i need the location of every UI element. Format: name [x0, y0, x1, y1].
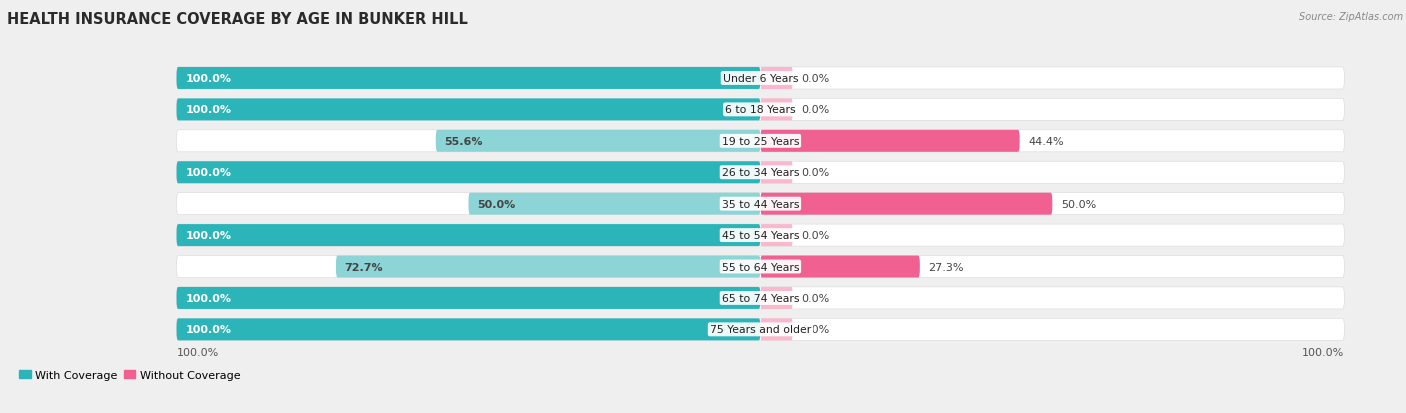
Text: 100.0%: 100.0% — [186, 168, 232, 178]
Text: 50.0%: 50.0% — [1062, 199, 1097, 209]
FancyBboxPatch shape — [761, 256, 920, 278]
FancyBboxPatch shape — [761, 193, 1052, 215]
Text: 0.0%: 0.0% — [801, 168, 830, 178]
FancyBboxPatch shape — [336, 256, 761, 278]
Text: 0.0%: 0.0% — [801, 230, 830, 240]
FancyBboxPatch shape — [761, 318, 793, 341]
Text: 19 to 25 Years: 19 to 25 Years — [721, 136, 799, 147]
Text: 0.0%: 0.0% — [801, 325, 830, 335]
FancyBboxPatch shape — [761, 131, 1019, 152]
Legend: With Coverage, Without Coverage: With Coverage, Without Coverage — [15, 365, 245, 384]
Text: 100.0%: 100.0% — [186, 105, 232, 115]
FancyBboxPatch shape — [177, 162, 761, 184]
FancyBboxPatch shape — [177, 68, 1344, 90]
Text: 45 to 54 Years: 45 to 54 Years — [721, 230, 799, 240]
FancyBboxPatch shape — [177, 99, 1344, 121]
FancyBboxPatch shape — [177, 162, 1344, 184]
Text: 0.0%: 0.0% — [801, 105, 830, 115]
FancyBboxPatch shape — [177, 225, 1344, 247]
Text: 100.0%: 100.0% — [186, 230, 232, 240]
FancyBboxPatch shape — [177, 318, 1344, 341]
FancyBboxPatch shape — [761, 99, 793, 121]
FancyBboxPatch shape — [177, 68, 761, 90]
Text: 75 Years and older: 75 Years and older — [710, 325, 811, 335]
Text: 0.0%: 0.0% — [801, 74, 830, 84]
Text: HEALTH INSURANCE COVERAGE BY AGE IN BUNKER HILL: HEALTH INSURANCE COVERAGE BY AGE IN BUNK… — [7, 12, 468, 27]
FancyBboxPatch shape — [468, 193, 761, 215]
Text: 100.0%: 100.0% — [186, 74, 232, 84]
Text: 100.0%: 100.0% — [177, 347, 219, 357]
Text: Under 6 Years: Under 6 Years — [723, 74, 799, 84]
Text: 100.0%: 100.0% — [186, 293, 232, 303]
FancyBboxPatch shape — [761, 68, 793, 90]
Text: 50.0%: 50.0% — [477, 199, 516, 209]
FancyBboxPatch shape — [177, 225, 761, 247]
Text: 55 to 64 Years: 55 to 64 Years — [721, 262, 799, 272]
FancyBboxPatch shape — [761, 225, 793, 247]
FancyBboxPatch shape — [761, 162, 793, 184]
FancyBboxPatch shape — [177, 256, 1344, 278]
Text: 35 to 44 Years: 35 to 44 Years — [721, 199, 799, 209]
FancyBboxPatch shape — [177, 287, 1344, 309]
Text: 0.0%: 0.0% — [801, 293, 830, 303]
Text: 44.4%: 44.4% — [1028, 136, 1064, 147]
FancyBboxPatch shape — [436, 131, 761, 152]
FancyBboxPatch shape — [177, 318, 761, 341]
Text: 6 to 18 Years: 6 to 18 Years — [725, 105, 796, 115]
FancyBboxPatch shape — [177, 287, 761, 309]
Text: 72.7%: 72.7% — [344, 262, 384, 272]
Text: 27.3%: 27.3% — [928, 262, 965, 272]
Text: Source: ZipAtlas.com: Source: ZipAtlas.com — [1299, 12, 1403, 22]
Text: 55.6%: 55.6% — [444, 136, 484, 147]
FancyBboxPatch shape — [177, 99, 761, 121]
Text: 100.0%: 100.0% — [186, 325, 232, 335]
Text: 26 to 34 Years: 26 to 34 Years — [721, 168, 799, 178]
Text: 100.0%: 100.0% — [1302, 347, 1344, 357]
FancyBboxPatch shape — [761, 287, 793, 309]
FancyBboxPatch shape — [177, 131, 1344, 152]
FancyBboxPatch shape — [177, 193, 1344, 215]
Text: 65 to 74 Years: 65 to 74 Years — [721, 293, 799, 303]
